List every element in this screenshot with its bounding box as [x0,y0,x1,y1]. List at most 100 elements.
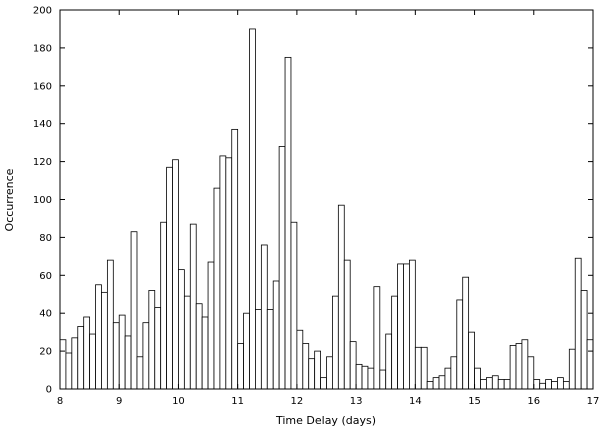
histogram-bar [373,286,381,390]
histogram-bar [255,309,262,390]
histogram-bar [361,365,369,390]
histogram-bar [444,367,452,390]
x-axis-title: Time Delay (days) [275,414,376,427]
histogram-bar [231,128,239,390]
histogram-bar [290,221,298,390]
histogram-bar [391,295,398,390]
histogram-bar [539,382,547,390]
x-tick-label: 9 [116,396,122,407]
histogram-bar [189,223,197,390]
histogram-bar [545,379,552,390]
histogram-bar [515,343,523,390]
histogram-bar [249,28,256,390]
histogram-bar [509,345,517,390]
histogram-bar [225,157,233,390]
histogram-bar [130,231,138,390]
histogram-bar [414,346,422,390]
histogram-bar [474,367,481,390]
histogram-bar [266,309,274,390]
histogram-bar [385,333,393,390]
histogram-bar [118,314,126,390]
histogram-bar [284,56,292,390]
y-tick-label: 60 [39,271,52,282]
histogram-bar [450,356,458,390]
histogram-bar [195,303,203,390]
histogram-bar [367,367,375,390]
histogram-bar [462,276,470,390]
histogram-bar [59,339,67,390]
histogram-bar [485,377,493,390]
histogram-bar [343,259,351,390]
histogram-bar [136,356,144,390]
histogram-bar [527,356,535,390]
x-tick-label: 14 [409,396,422,407]
histogram-bar [278,146,286,390]
histogram-bar [533,379,541,390]
x-tick-label: 12 [291,396,304,407]
histogram-bar [272,280,280,390]
histogram-bar [438,375,446,390]
histogram-bar [89,333,96,390]
histogram-bar [71,337,79,390]
histogram-bar [551,381,558,390]
histogram-bar [574,257,582,390]
histogram-bar [95,284,102,390]
histogram-bar [568,348,576,390]
y-tick-label: 40 [39,309,52,320]
histogram-bar [148,290,156,390]
histogram-bar [420,346,428,390]
histogram-bar [112,322,120,390]
histogram-bar [65,352,73,390]
histogram-bar [142,322,150,390]
histogram-bar [106,259,114,390]
y-tick-label: 20 [39,347,52,358]
histogram-bar [260,244,268,390]
histogram-bar [178,269,185,390]
histogram-bar [503,379,511,390]
histogram-bar [409,259,416,390]
histogram-bar [432,377,440,390]
x-tick-label: 13 [350,396,363,407]
histogram-bar [562,381,570,390]
histogram-bar [308,358,316,390]
histogram-bar [426,381,434,390]
histogram-bar [379,369,387,390]
x-tick-label: 8 [57,396,63,407]
x-tick-label: 17 [587,396,600,407]
x-tick-label: 16 [527,396,540,407]
histogram-bar [237,343,244,390]
histogram-bar [491,375,499,390]
histogram-bar [456,299,464,390]
y-tick-label: 80 [39,233,52,244]
histogram-bar [403,263,410,390]
y-tick-label: 180 [33,43,52,54]
histogram-bar [296,329,304,390]
y-axis-title: Occurrence [3,168,16,231]
plot-frame [59,9,594,390]
histogram-bar [397,263,404,390]
histogram-bar [497,379,505,390]
histogram-bar [480,379,487,390]
x-tick-label: 11 [231,396,244,407]
histogram-bar [77,326,85,390]
histogram-bar [320,377,327,390]
histogram-bar [326,356,333,390]
histogram-bar [314,350,321,390]
histogram-bar [101,291,108,390]
histogram-bar [166,166,173,390]
histogram-bar [207,261,215,390]
histogram-bar [160,221,167,390]
y-tick-label: 160 [33,81,52,92]
histogram-bar [557,377,564,390]
y-tick-label: 140 [33,119,52,130]
histogram-bar [124,335,132,390]
histogram-bar [468,331,475,390]
y-tick-label: 120 [33,157,52,168]
y-tick-label: 200 [33,6,52,17]
histogram-bar [302,343,310,390]
histogram-bar [332,295,339,390]
histogram-bar [586,339,594,390]
histogram-bar [219,155,227,390]
histogram-bar [355,363,363,390]
histogram-bar [521,339,529,390]
